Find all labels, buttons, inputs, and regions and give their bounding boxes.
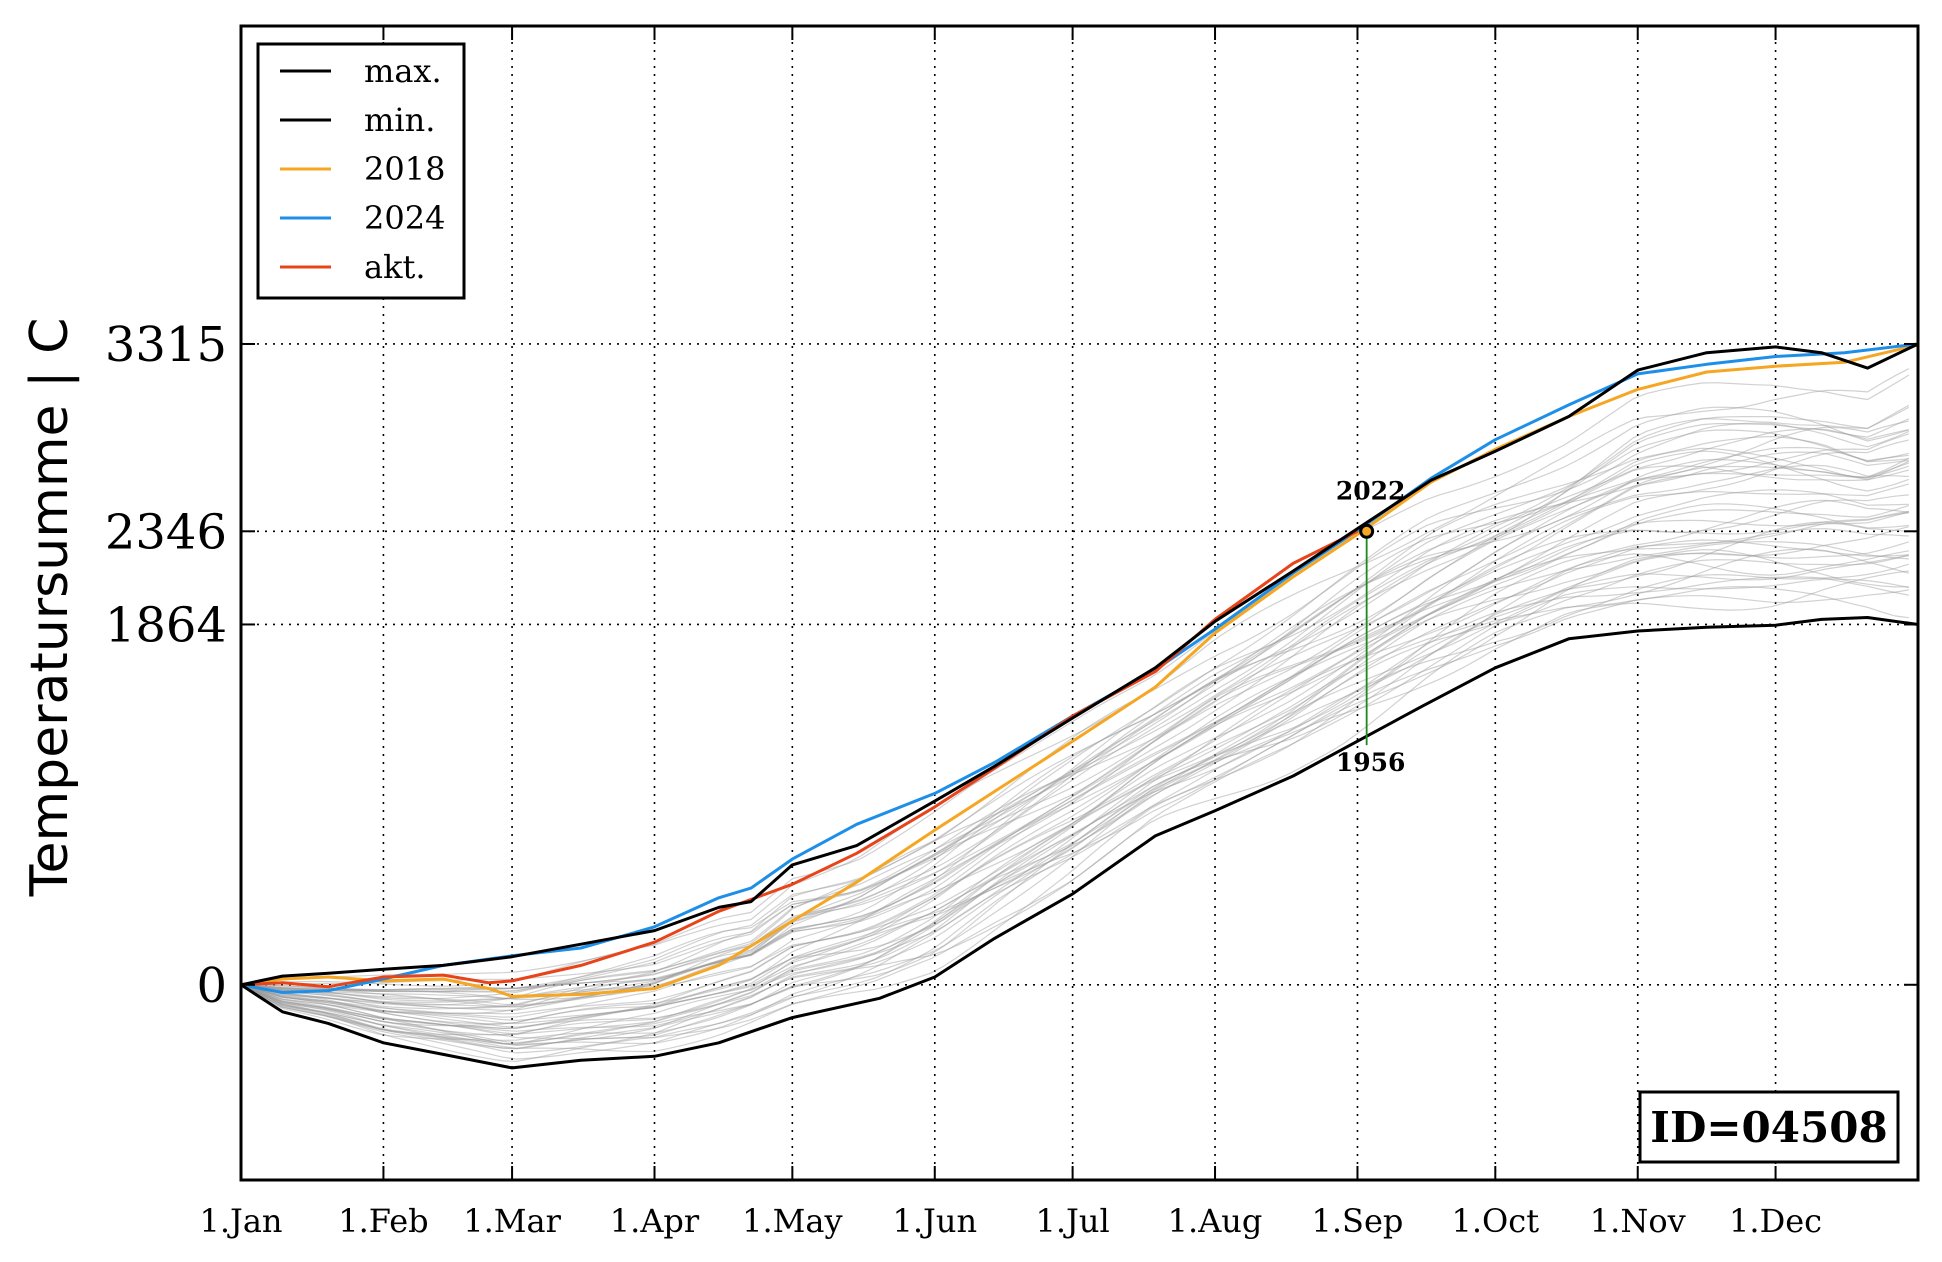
legend: max. min. 2018 2024 akt. [256, 42, 466, 300]
x-tick-label: 1.Jun [892, 1202, 977, 1240]
historical-year-line [240, 404, 1910, 993]
historical-year-line [240, 460, 1910, 1008]
y-axis-ticks: 0 1864 2346 3315 [105, 317, 1918, 1014]
historical-year-line [240, 563, 1909, 1054]
historical-year-line [240, 462, 1909, 1012]
historical-year-line [240, 539, 1909, 1035]
x-tick-label: 1.Jan [199, 1202, 282, 1240]
series-line-max [240, 342, 1919, 987]
x-axis-ticks: 1.Jan 1.Feb 1.Mar 1.Apr 1.May 1.Jun 1.Jul 1.Aug… [199, 26, 1822, 1240]
historical-year-line [240, 451, 1909, 1002]
annotation-min-year: 1956 [1336, 748, 1406, 777]
series-lines [240, 342, 1919, 1070]
annotation-max-year: 2022 [1336, 476, 1406, 505]
historical-year-line [240, 526, 1909, 1045]
historical-year-line [240, 457, 1910, 1006]
x-tick-label: 1.Apr [610, 1202, 700, 1240]
station-id-label: ID=04508 [1650, 1103, 1887, 1152]
series-line-2024 [240, 342, 1919, 994]
y-tick-label: 0 [196, 958, 227, 1014]
historical-year-line [240, 521, 1909, 1036]
station-id-box: ID=04508 [1638, 1090, 1900, 1164]
historical-year-line [240, 578, 1909, 1049]
historical-year-line [240, 585, 1909, 1053]
legend-label: 2018 [364, 150, 445, 188]
x-tick-label: 1.May [742, 1202, 842, 1240]
historical-year-line [240, 374, 1910, 986]
legend-label: min. [364, 101, 435, 139]
historical-year-line [240, 489, 1909, 1015]
plot-frame [239, 24, 1920, 1182]
historical-year-line [240, 494, 1909, 1025]
x-tick-label: 1.Nov [1590, 1202, 1686, 1240]
historical-year-line [240, 548, 1909, 1042]
series-line-min [240, 616, 1919, 1070]
historical-years-band [240, 368, 1910, 1063]
legend-label: 2024 [364, 199, 445, 237]
historical-year-line [240, 576, 1909, 1046]
series-line-akt [240, 529, 1359, 989]
historical-year-line [240, 429, 1909, 991]
historical-year-line [240, 570, 1909, 1063]
historical-year-line [240, 428, 1909, 1000]
legend-label: max. [364, 52, 442, 90]
y-tick-label: 1864 [105, 597, 227, 653]
historical-year-line [240, 439, 1909, 1015]
historical-year-line [240, 418, 1910, 993]
historical-year-line [240, 464, 1909, 1010]
x-tick-label: 1.Mar [463, 1202, 561, 1240]
series-line-2018 [240, 343, 1919, 998]
historical-year-line [240, 554, 1909, 1046]
x-tick-label: 1.Sep [1312, 1202, 1404, 1240]
historical-year-line [240, 541, 1909, 1044]
current-value-marker [1359, 523, 1375, 539]
annotations: 2022 1956 [1336, 476, 1406, 777]
historical-year-line [240, 483, 1909, 1018]
historical-year-line [240, 447, 1909, 1000]
legend-box [256, 42, 466, 300]
historical-year-line [240, 589, 1909, 1060]
y-tick-label: 2346 [105, 504, 227, 560]
historical-year-line [240, 541, 1909, 1032]
x-tick-label: 1.Jul [1036, 1202, 1110, 1240]
historical-year-line [240, 510, 1909, 1030]
historical-year-line [240, 499, 1909, 1027]
historical-year-line [240, 406, 1909, 986]
historical-year-line [241, 435, 1909, 993]
x-tick-label: 1.Feb [338, 1202, 428, 1240]
y-axis-label: Temperatursumme | C [20, 318, 80, 898]
historical-year-line [240, 512, 1909, 1036]
historical-year-line [240, 550, 1909, 1045]
historical-year-line [240, 511, 1909, 1028]
historical-year-line [240, 406, 1910, 991]
historical-year-line [240, 503, 1909, 1022]
historical-year-line [240, 420, 1909, 1006]
historical-year-line [241, 422, 1910, 991]
historical-year-line [240, 465, 1909, 1008]
historical-year-line [240, 549, 1909, 1040]
legend-label: akt. [364, 248, 426, 286]
historical-year-line [240, 555, 1909, 1050]
historical-year-line [240, 504, 1909, 1025]
x-tick-label: 1.Dec [1729, 1202, 1822, 1240]
y-tick-label: 3315 [105, 317, 227, 373]
historical-year-line [240, 433, 1909, 1009]
historical-year-line [240, 528, 1909, 1029]
historical-year-line [240, 450, 1909, 1001]
x-tick-label: 1.Aug [1168, 1202, 1263, 1240]
x-tick-label: 1.Oct [1452, 1202, 1540, 1240]
